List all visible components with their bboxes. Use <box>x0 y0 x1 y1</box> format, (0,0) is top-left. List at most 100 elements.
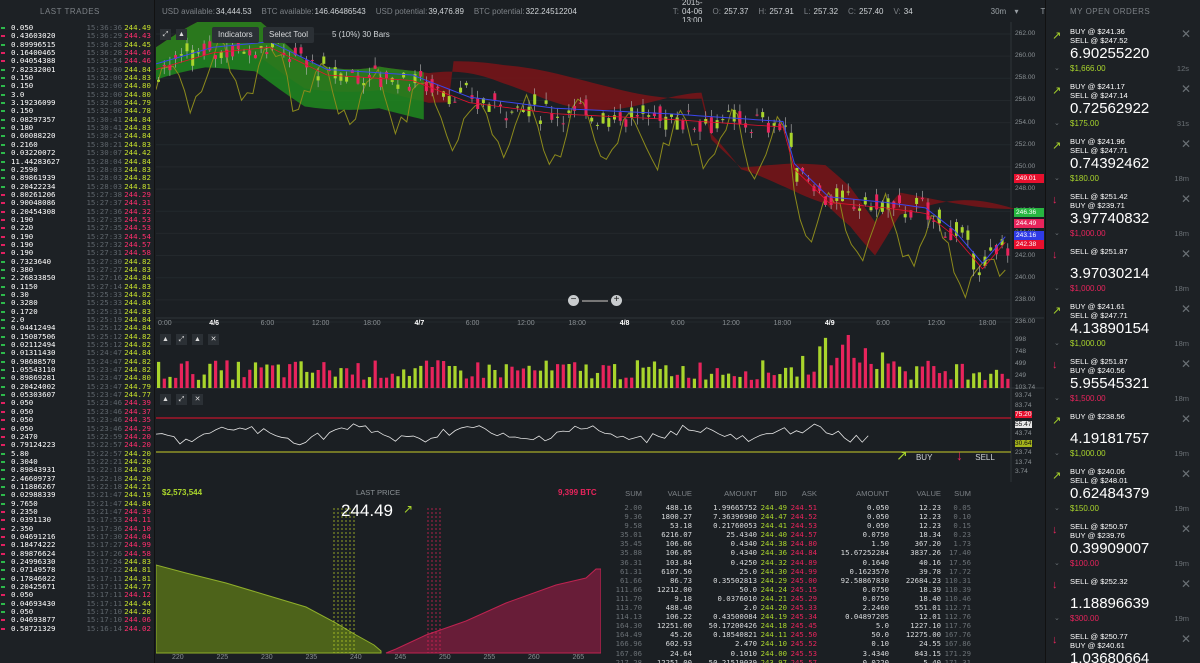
price-chart[interactable]: ⤢ ▲ Indicators Select Tool 5 (10%) 30 Ba… <box>156 22 1044 482</box>
chevron-down-icon[interactable]: ⌄ <box>1054 505 1060 512</box>
zoom-slider[interactable] <box>582 300 608 302</box>
order-book: SUM VALUE AMOUNT BID ASK AMOUNT VALUE SUM 2.00 4… <box>602 483 1044 663</box>
candle-body <box>259 46 263 49</box>
move-up-icon[interactable]: ▲ <box>192 334 203 345</box>
trade-side-marker <box>1 294 5 296</box>
chevron-down-icon[interactable]: ⌄ <box>1054 285 1060 292</box>
volume-bar <box>989 373 993 388</box>
zoom-control[interactable]: − + <box>568 295 623 307</box>
book-row: 114.13 106.22 0.43500084 244.19 245.34 0.0489… <box>602 612 1044 621</box>
trade-side-marker <box>1 335 5 338</box>
close-icon[interactable]: ✕ <box>208 334 219 345</box>
close-icon[interactable]: ✕ <box>1180 192 1191 206</box>
trade-row: 0.1150 15:27:14 244.83 <box>0 282 154 291</box>
book-cell: 243.97 <box>760 657 787 663</box>
chart-canvas[interactable] <box>156 22 1044 482</box>
close-icon[interactable]: ✕ <box>1180 632 1191 646</box>
candle-body <box>652 112 656 117</box>
open-order-item[interactable]: ↗ BUY @ $241.17 SELL @ $247.14 0.72562922 $1… <box>1046 79 1200 137</box>
arrow-up-right-icon: ↗ <box>1052 415 1062 427</box>
book-cell: 22684.23 <box>905 575 941 585</box>
open-order-item[interactable]: ↗ BUY @ $238.56 4.19181757 $1,000.00 19m ✕ ⌄ <box>1046 409 1200 467</box>
volume-bar <box>624 377 628 388</box>
trade-amount: 2.26833850 <box>10 273 56 283</box>
open-order-item[interactable]: ↓ SELL @ $251.87 BUY @ $240.56 5.95545321 $1… <box>1046 354 1200 412</box>
candle-body <box>516 106 520 108</box>
trade-row: 7.82332001 15:32:00 244.84 <box>0 65 154 74</box>
chevron-down-icon[interactable]: ⌄ <box>1054 395 1060 402</box>
move-up-icon[interactable]: ▲ <box>160 394 171 405</box>
candle-body <box>835 188 839 201</box>
ohlc-time-label: T: <box>672 6 680 16</box>
arrow-down-icon: ↓ <box>956 447 963 463</box>
open-order-item[interactable]: ↗ BUY @ $241.61 SELL @ $247.71 4.13890154 $1… <box>1046 299 1200 357</box>
buy-button[interactable]: ↗ BUY <box>896 447 932 463</box>
move-up-icon[interactable]: ▲ <box>160 334 171 345</box>
book-cell: 244.36 <box>760 548 787 558</box>
open-order-item[interactable]: ↗ BUY @ $241.96 SELL @ $247.71 0.74392462 $1… <box>1046 134 1200 192</box>
trade-side-marker <box>1 410 5 413</box>
chevron-down-icon[interactable]: ⌄ <box>1054 175 1060 182</box>
book-cell: 244.40 <box>760 530 787 540</box>
close-icon[interactable]: ✕ <box>1180 577 1191 591</box>
order-amount: 3.97740832 <box>1070 210 1150 227</box>
depth-chart[interactable]: $2,573,544 9,399 BTC LAST PRICE 244.49 ↗… <box>156 483 601 663</box>
time-tick-label: 4/6 <box>209 320 220 327</box>
trade-side-marker <box>1 594 5 597</box>
chevron-down-icon[interactable]: ⌄ <box>1054 560 1060 567</box>
price-tick-label: 252.00 <box>1015 140 1036 148</box>
move-up-icon[interactable]: ▲ <box>176 29 187 40</box>
interval-select[interactable]: 30m ▾ <box>991 7 1025 16</box>
close-icon[interactable]: ✕ <box>1180 522 1191 536</box>
trade-time: 15:28:03 <box>86 173 123 183</box>
indicators-button[interactable]: Indicators <box>212 27 259 43</box>
chevron-down-icon[interactable]: ⌄ <box>1054 450 1060 457</box>
sell-button[interactable]: ↓ SELL <box>956 447 995 463</box>
close-icon[interactable]: ✕ <box>192 394 203 405</box>
open-order-item[interactable]: ↗ BUY @ $240.06 SELL @ $248.01 0.62484379 $1… <box>1046 464 1200 522</box>
close-icon[interactable]: ✕ <box>1180 137 1191 151</box>
expand-icon[interactable]: ⤢ <box>160 29 171 40</box>
open-order-item[interactable]: ↗ BUY @ $241.36 SELL @ $247.52 6.90255220 $1… <box>1046 24 1200 82</box>
expand-icon[interactable]: ⤢ <box>176 334 187 345</box>
close-icon[interactable]: ✕ <box>1180 82 1191 96</box>
trade-amount: 0.89996515 <box>10 39 56 49</box>
select-tool-button[interactable]: Select Tool <box>263 27 314 43</box>
volume-bar <box>442 361 446 388</box>
candle-body <box>179 54 183 56</box>
expand-icon[interactable]: ⤢ <box>176 394 187 405</box>
volume-bar <box>687 377 691 388</box>
trade-time: 15:22:59 <box>86 431 123 441</box>
close-icon[interactable]: ✕ <box>1180 467 1191 481</box>
order-amount: 4.13890154 <box>1070 320 1150 337</box>
chevron-down-icon[interactable]: ⌄ <box>1054 230 1060 237</box>
trade-price: 244.82 <box>124 340 151 350</box>
close-icon[interactable]: ✕ <box>1180 412 1191 426</box>
close-icon[interactable]: ✕ <box>1180 302 1191 316</box>
open-order-item[interactable]: ↓ SELL @ $251.87 3.97030214 $1,000.00 18m ✕ ⌄ <box>1046 244 1200 302</box>
chevron-down-icon[interactable]: ⌄ <box>1054 615 1060 622</box>
zoom-in-button[interactable]: + <box>611 295 622 306</box>
trade-amount: 0.20422234 <box>10 181 56 191</box>
chevron-down-icon[interactable]: ⌄ <box>1054 65 1060 72</box>
time-tick-label: 4/9 <box>824 320 835 327</box>
zoom-out-button[interactable]: − <box>568 295 579 306</box>
chevron-down-icon[interactable]: ⌄ <box>1054 120 1060 127</box>
book-cell: 0.0376010 <box>717 593 757 603</box>
close-icon[interactable]: ✕ <box>1180 357 1191 371</box>
book-cell: 2.470 <box>735 639 757 649</box>
open-order-item[interactable]: ↓ SELL @ $250.57 BUY @ $239.76 0.39909007 $1… <box>1046 519 1200 577</box>
open-order-item[interactable]: ↓ SELL @ $252.32 1.18896639 $300.00 19m ✕ ⌄ <box>1046 574 1200 632</box>
close-icon[interactable]: ✕ <box>1180 27 1191 41</box>
volume-bar <box>601 365 605 388</box>
open-order-item[interactable]: ↓ SELL @ $251.42 BUY @ $239.71 3.97740832 $1… <box>1046 189 1200 247</box>
candle-body <box>402 72 406 78</box>
trade-price: 244.20 <box>124 473 151 483</box>
volume-bar <box>481 377 486 388</box>
candle-body <box>744 123 748 128</box>
book-row: 2.00 488.16 1.99665752 244.49 244.51 0.050 12.… <box>602 503 1044 512</box>
chevron-down-icon[interactable]: ⌄ <box>1054 340 1060 347</box>
close-icon[interactable]: ✕ <box>1180 247 1191 261</box>
candle-body <box>681 120 685 130</box>
